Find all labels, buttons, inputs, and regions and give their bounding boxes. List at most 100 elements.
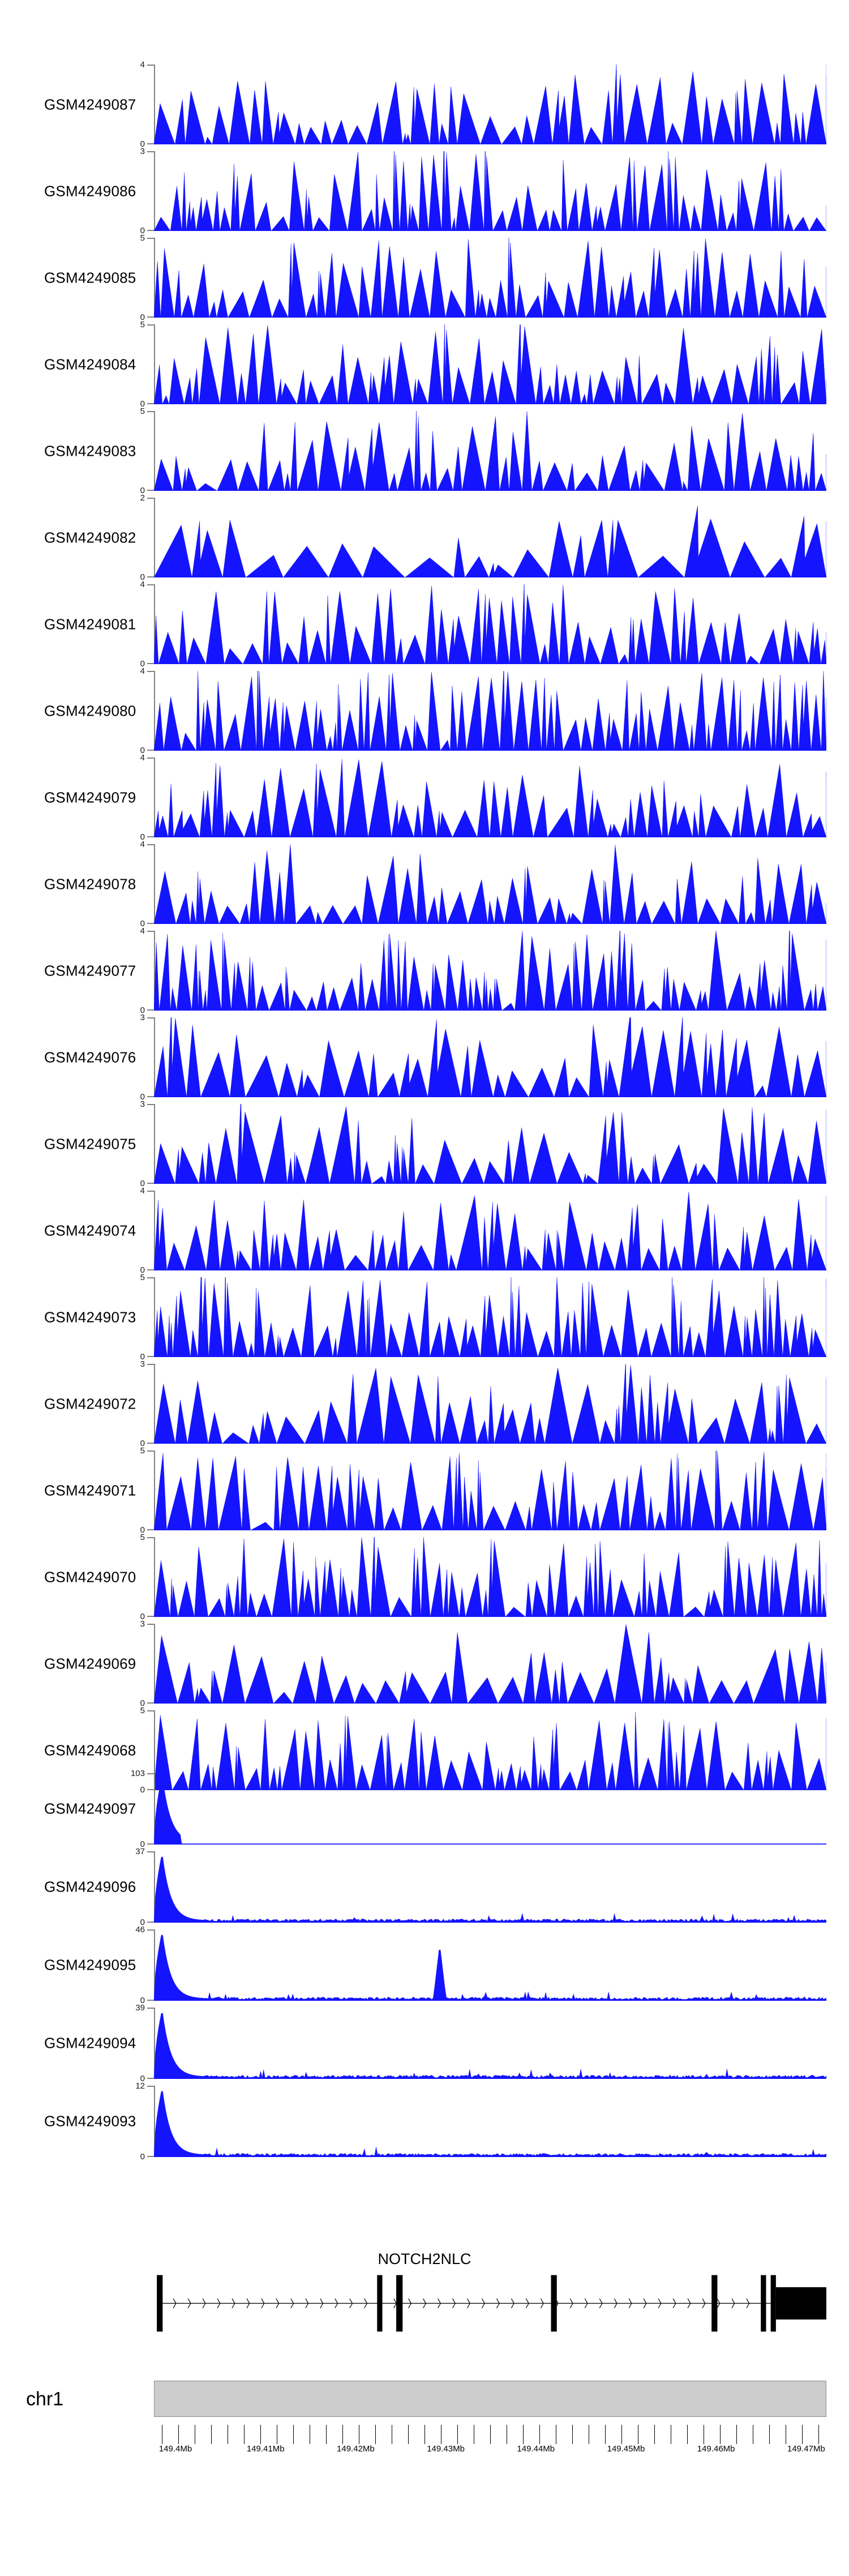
y-axis-tick-max	[147, 1191, 155, 1192]
gene-model-track[interactable]: NOTCH2NLC	[0, 2250, 849, 2335]
y-axis-min-label: 0	[140, 1996, 145, 2005]
coverage-plot-area[interactable]	[154, 1773, 826, 1845]
y-axis-tick-min	[147, 1269, 155, 1270]
ruler-label: 149.41Mb	[246, 2444, 285, 2454]
y-axis-tick-max	[147, 1537, 155, 1538]
coverage-track[interactable]: GSM4249080 4 0	[0, 666, 849, 755]
coverage-plot-area[interactable]	[154, 1710, 826, 1790]
coverage-plot-area[interactable]	[154, 238, 826, 318]
chromosome-label: chr1	[26, 2388, 64, 2410]
coverage-track[interactable]: GSM4249071 5 0	[0, 1446, 849, 1535]
y-axis-line	[154, 498, 155, 577]
coverage-track[interactable]: GSM4249077 4 0	[0, 926, 849, 1015]
ruler-tick-marks	[154, 2425, 826, 2444]
coverage-track[interactable]: GSM4249097 103 0	[0, 1769, 849, 1849]
coverage-plot-area[interactable]	[154, 584, 826, 664]
coverage-track[interactable]: GSM4249085 5 0	[0, 233, 849, 322]
coverage-plot-area[interactable]	[154, 758, 826, 837]
coverage-plot-area[interactable]	[154, 324, 826, 404]
coverage-track[interactable]: GSM4249084 5 0	[0, 320, 849, 409]
coverage-plot-area[interactable]	[154, 1537, 826, 1617]
coverage-plot-area[interactable]	[154, 65, 826, 144]
coverage-track[interactable]: GSM4249075 3 0	[0, 1099, 849, 1188]
coverage-track[interactable]: GSM4249068 5 0	[0, 1706, 849, 1795]
coverage-plot-area[interactable]	[154, 1450, 826, 1530]
track-y-axis: 46 0	[135, 1925, 155, 2005]
track-sample-label: GSM4249073	[44, 1308, 136, 1325]
coverage-track[interactable]: GSM4249093 12 0	[0, 2081, 849, 2162]
coverage-plot-area[interactable]	[154, 1851, 826, 1923]
y-axis-max-label: 12	[135, 2081, 145, 2091]
coverage-plot-area[interactable]	[154, 931, 826, 1011]
ruler-tick	[572, 2425, 573, 2444]
coverage-plot-area[interactable]	[154, 498, 826, 577]
coverage-plot-area[interactable]	[154, 1277, 826, 1357]
y-axis-min-label: 0	[140, 1092, 145, 1102]
coverage-plot-area[interactable]	[154, 2086, 826, 2157]
ruler-label: 149.43Mb	[427, 2444, 465, 2454]
y-axis-line	[154, 1929, 155, 2001]
coverage-track[interactable]: GSM4249072 3 0	[0, 1359, 849, 1448]
y-axis-tick-min	[147, 1843, 155, 1845]
track-sample-label: GSM4249074	[44, 1222, 136, 1239]
track-sample-label: GSM4249083	[44, 442, 136, 459]
coverage-plot-area[interactable]	[154, 411, 826, 491]
coverage-track[interactable]: GSM4249083 5 0	[0, 406, 849, 495]
ruler-tick	[244, 2425, 245, 2444]
coverage-track[interactable]: GSM4249086 3 0	[0, 147, 849, 236]
y-axis-max-label: 2	[140, 493, 145, 503]
coordinate-ruler: 149.4Mb 149.41Mb 149.42Mb 149.43Mb 149.44Mb 1…	[154, 2425, 826, 2459]
y-axis-max-label: 5	[140, 1446, 145, 1456]
coverage-track[interactable]: GSM4249079 4 0	[0, 753, 849, 842]
coverage-plot-area[interactable]	[154, 1104, 826, 1184]
coverage-plot-area[interactable]	[154, 844, 826, 924]
coverage-track[interactable]: GSM4249094 39 0	[0, 2003, 849, 2083]
y-axis-tick-max	[147, 844, 155, 845]
chromosome-bar[interactable]	[154, 2381, 826, 2417]
y-axis-max-label: 5	[140, 1706, 145, 1715]
coverage-track[interactable]: GSM4249096 37 0	[0, 1847, 849, 1927]
coverage-track[interactable]: GSM4249074 4 0	[0, 1186, 849, 1275]
track-sample-label: GSM4249071	[44, 1482, 136, 1499]
coverage-plot-area[interactable]	[154, 671, 826, 751]
y-axis-line	[154, 411, 155, 491]
coverage-plot-area[interactable]	[154, 1191, 826, 1270]
coverage-track[interactable]: GSM4249076 3 0	[0, 1013, 849, 1102]
y-axis-line	[154, 1450, 155, 1530]
y-axis-line	[154, 1364, 155, 1444]
coverage-track[interactable]: GSM4249081 4 0	[0, 580, 849, 669]
coverage-plot-area[interactable]	[154, 1017, 826, 1097]
y-axis-line	[154, 2008, 155, 2079]
y-axis-tick-min	[147, 1183, 155, 1184]
y-axis-tick-min	[147, 836, 155, 837]
coverage-plot-area[interactable]	[154, 1929, 826, 2001]
coverage-track[interactable]: GSM4249082 2 0	[0, 493, 849, 582]
coverage-track[interactable]: GSM4249073 5 0	[0, 1273, 849, 1362]
y-axis-line	[154, 1851, 155, 1923]
ruler-tick	[522, 2425, 524, 2444]
coverage-plot-area[interactable]	[154, 2008, 826, 2079]
y-axis-line	[154, 1104, 155, 1184]
track-sample-label: GSM4249094	[44, 2034, 136, 2052]
ruler-tick	[490, 2425, 491, 2444]
coverage-plot-area[interactable]	[154, 1624, 826, 1704]
y-axis-tick-max	[147, 324, 155, 326]
coverage-track[interactable]: GSM4249095 46 0	[0, 1925, 849, 2005]
ruler-label: 149.44Mb	[517, 2444, 555, 2454]
coverage-plot-area[interactable]	[154, 151, 826, 231]
y-axis-line	[154, 1773, 155, 1845]
track-sample-label: GSM4249070	[44, 1568, 136, 1585]
coverage-track[interactable]: GSM4249070 5 0	[0, 1533, 849, 1621]
y-axis-tick-max	[147, 758, 155, 759]
track-sample-label: GSM4249082	[44, 529, 136, 546]
track-sample-label: GSM4249097	[44, 1800, 136, 1817]
y-axis-max-label: 37	[135, 1847, 145, 1856]
coverage-plot-area[interactable]	[154, 1364, 826, 1444]
coverage-track[interactable]: GSM4249069 3 0	[0, 1619, 849, 1708]
coverage-track[interactable]: GSM4249087 4 0	[0, 60, 849, 149]
coverage-track[interactable]: GSM4249078 4 0	[0, 840, 849, 928]
